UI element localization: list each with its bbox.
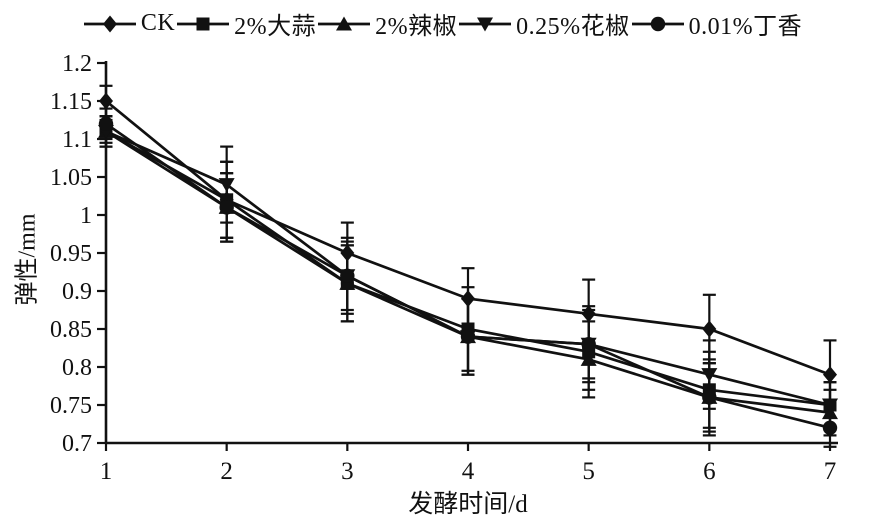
series-marker-0.01%丁香 [98,116,114,131]
series-marker-CK [461,290,475,308]
x-tick-label: 4 [462,458,475,485]
legend-marker-triangle-up-icon [318,16,371,30]
x-tick-label: 5 [582,458,595,485]
x-tick-label: 1 [100,458,113,485]
x-tick-label: 6 [703,458,716,485]
series-marker-0.01%丁香 [219,200,234,215]
legend-item-0.01%丁香: 0.01%丁香 [631,6,803,41]
y-tick-label: 0.8 [62,355,92,381]
legend: CK 2%大蒜 2%辣椒 0.25%花椒 0.01%丁香 [0,6,886,41]
series-marker-0.01%丁香 [702,390,717,405]
y-tick-label: 0.85 [50,317,92,343]
legend-label: 2%大蒜 [234,14,317,40]
legend-label: CK [140,10,176,36]
legend-item-CK: CK [83,10,176,37]
series-marker-0.01%丁香 [822,420,838,435]
series-marker-2%辣椒 [580,351,597,366]
y-tick-label: 0.7 [62,431,92,457]
series-marker-0.01%丁香 [460,329,476,344]
series-marker-0.25%花椒 [822,398,838,413]
legend-marker-triangle-down-icon [459,17,512,31]
y-tick-label: 1.05 [50,165,92,191]
series-marker-CK [340,244,355,262]
y-tick-label: 0.75 [50,393,92,419]
y-tick-label: 0.95 [50,241,92,267]
series-marker-CK [702,320,717,338]
x-tick-label: 2 [220,458,233,485]
legend-marker-circle-icon [631,16,684,31]
legend-label: 2%辣椒 [375,14,458,40]
x-axis-title: 发酵时间/d [408,491,528,518]
legend-item-2%大蒜: 2%大蒜 [177,6,316,41]
legend-marker-diamond-icon [83,15,136,32]
series-marker-CK [823,366,837,384]
legend-label: 0.01%丁香 [688,14,803,40]
series-marker-0.25%花椒 [218,178,235,193]
y-tick-label: 1 [80,203,92,229]
y-axis-title: 弹性/mm [14,213,41,306]
y-tick-label: 1.15 [50,89,92,115]
legend-marker-square-icon [177,17,230,30]
legend-item-0.25%花椒: 0.25%花椒 [459,6,630,41]
y-tick-label: 1.1 [62,127,92,153]
series-marker-0.01%丁香 [340,268,355,283]
x-tick-label: 7 [824,458,837,485]
y-tick-label: 1.2 [62,51,92,77]
series-marker-CK [99,92,113,110]
series-marker-0.25%花椒 [701,368,718,383]
series-marker-0.01%丁香 [581,337,596,352]
y-tick-label: 0.9 [62,279,92,305]
series-marker-CK [581,305,596,323]
legend-item-2%辣椒: 2%辣椒 [318,6,457,41]
x-tick-label: 3 [341,458,354,485]
legend-label: 0.25%花椒 [516,14,630,40]
